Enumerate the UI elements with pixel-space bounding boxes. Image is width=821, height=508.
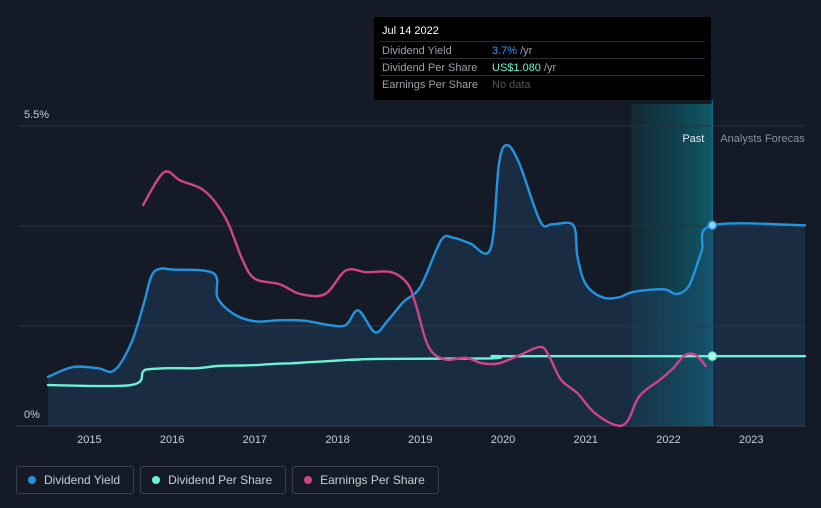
legend-label: Dividend Yield bbox=[44, 473, 121, 487]
chart-area: 5.5% 0% 2015 2016 2017 2018 2019 2020 2021 2022 20… bbox=[16, 100, 807, 446]
legend-item-dividend-per-share[interactable]: Dividend Per Share bbox=[140, 466, 287, 494]
tooltip-row-dividend-per-share: Dividend Per Share US$1.080/yr bbox=[380, 58, 705, 76]
x-tick-label: 2023 bbox=[739, 434, 763, 446]
x-tick-label: 2022 bbox=[656, 434, 680, 446]
tooltip-row-earnings-per-share: Earnings Per Share No data bbox=[380, 75, 705, 93]
x-tick-label: 2016 bbox=[160, 434, 184, 446]
x-tick-label: 2019 bbox=[408, 434, 432, 446]
x-tick-label: 2018 bbox=[325, 434, 349, 446]
tooltip-date: Jul 14 2022 bbox=[382, 25, 439, 37]
legend-label: Earnings Per Share bbox=[320, 473, 425, 487]
tooltip-row-dividend-yield: Dividend Yield 3.7%/yr bbox=[380, 41, 705, 59]
x-tick-label: 2021 bbox=[574, 434, 598, 446]
legend-dot bbox=[304, 476, 313, 484]
tooltip-label: Dividend Per Share bbox=[382, 62, 478, 74]
tooltip-label: Dividend Yield bbox=[382, 45, 452, 57]
x-tick-label: 2015 bbox=[77, 434, 101, 446]
tooltip-label: Earnings Per Share bbox=[382, 79, 478, 91]
tooltip-value-number: US$1.080 bbox=[492, 62, 541, 74]
legend-item-earnings-per-share[interactable]: Earnings Per Share bbox=[292, 466, 439, 494]
tooltip-value: US$1.080/yr bbox=[492, 62, 556, 74]
tooltip-value-number: 3.7% bbox=[492, 45, 518, 57]
dividend-yield-marker bbox=[707, 220, 718, 231]
tooltip-value-number: No data bbox=[492, 79, 531, 91]
past-label: Past bbox=[682, 133, 704, 145]
y-tick-label: 5.5% bbox=[24, 109, 49, 121]
forecast-region bbox=[631, 104, 713, 426]
legend-dot bbox=[152, 476, 161, 484]
tooltip-value: No data bbox=[492, 79, 531, 91]
legend-label: Dividend Per Share bbox=[168, 473, 273, 487]
tooltip-value: 3.7%/yr bbox=[492, 45, 532, 57]
dividend-per-share-line bbox=[46, 354, 807, 388]
dividend-per-share-marker bbox=[707, 351, 718, 361]
dividend-yield-line bbox=[46, 143, 807, 379]
x-tick-label: 2020 bbox=[491, 434, 515, 446]
tooltip: Jul 14 2022 Dividend Yield 3.7%/yr Divid… bbox=[374, 17, 711, 100]
x-tick-label: 2017 bbox=[243, 434, 267, 446]
legend: Dividend Yield Dividend Per Share Earnin… bbox=[16, 466, 439, 494]
legend-dot bbox=[28, 476, 36, 484]
forecast-label: Analysts Forecas bbox=[720, 133, 805, 145]
y-tick-label: 0% bbox=[24, 409, 40, 421]
earnings-per-share-line bbox=[141, 170, 707, 428]
tooltip-unit: /yr bbox=[543, 62, 557, 74]
tooltip-unit: /yr bbox=[520, 45, 533, 57]
legend-item-dividend-yield[interactable]: Dividend Yield bbox=[16, 466, 135, 494]
